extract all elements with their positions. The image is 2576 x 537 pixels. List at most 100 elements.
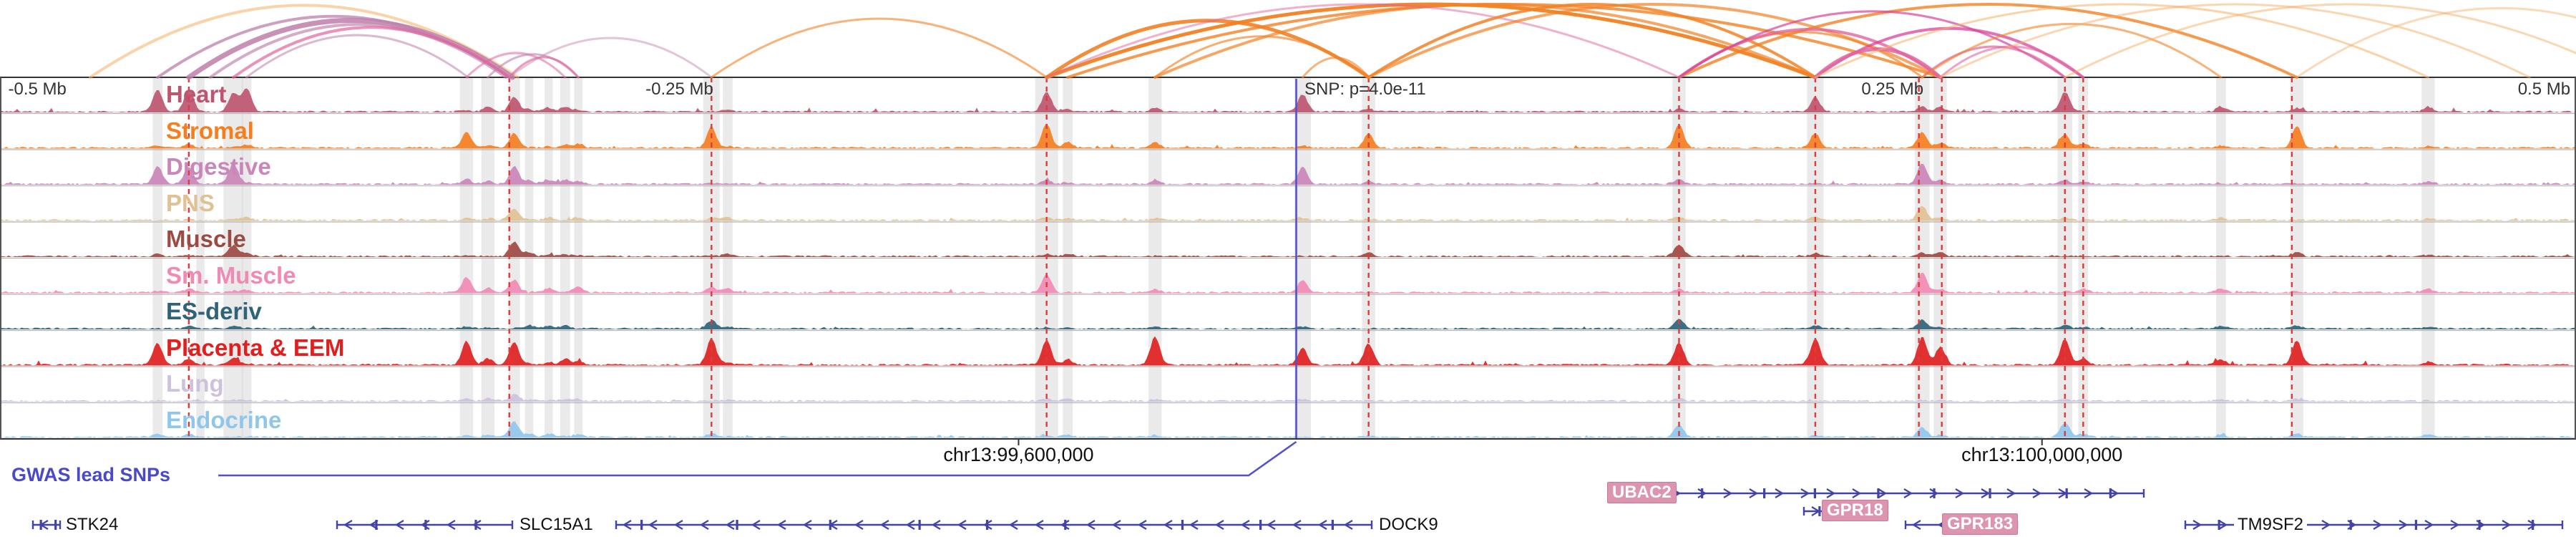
gene-strand-arrow bbox=[2347, 520, 2357, 530]
gene-strand-arrow bbox=[1903, 488, 1913, 498]
track-label-stromal: Stromal bbox=[166, 117, 254, 144]
gene-strand-arrow bbox=[1292, 520, 1302, 530]
gene-strand-arrow bbox=[2192, 520, 2202, 530]
interaction-arc bbox=[508, 37, 713, 79]
gene-strand-arrow bbox=[751, 520, 761, 530]
interaction-arc bbox=[1939, 45, 2084, 79]
interaction-arc bbox=[1939, 3, 2531, 79]
gene-strand-arrow bbox=[2006, 488, 2016, 498]
gene-strand-arrow bbox=[1878, 488, 1888, 498]
gene-strand-arrow bbox=[2109, 488, 2119, 498]
interaction-arc bbox=[245, 34, 469, 79]
interaction-arc bbox=[1814, 3, 2429, 79]
gene-strand-arrow bbox=[1826, 488, 1836, 498]
signal-track-digestive bbox=[0, 163, 2576, 185]
signal-track-stromal bbox=[0, 124, 2576, 149]
gene-strand-arrow bbox=[1697, 488, 1707, 498]
gene-strand-arrow bbox=[1749, 488, 1759, 498]
interaction-arc bbox=[2296, 6, 2576, 79]
gene-strand-arrow bbox=[2527, 520, 2537, 530]
gene-strand-arrow bbox=[1317, 520, 1327, 530]
signal-track-lung bbox=[0, 394, 2576, 402]
gene-strand-arrow bbox=[2424, 520, 2434, 530]
ruler-label-plus-0-5mb: 0.5 Mb bbox=[2517, 79, 2571, 99]
interaction-arc bbox=[1045, 3, 1680, 79]
gene-label-stk24: STK24 bbox=[66, 515, 119, 534]
gene-strand-arrow bbox=[369, 520, 379, 530]
track-label-digestive: Digestive bbox=[166, 153, 271, 180]
gene-strand-arrow bbox=[1723, 488, 1733, 498]
interaction-arc bbox=[1677, 3, 2298, 79]
gene-strand-arrow bbox=[854, 520, 864, 530]
coordinate-label-left: chr13:99,600,000 bbox=[943, 444, 1094, 465]
gene-strand-arrow bbox=[1955, 488, 1965, 498]
gene-strand-arrow bbox=[472, 520, 482, 530]
interaction-arc bbox=[465, 52, 567, 79]
gene-strand-arrow bbox=[673, 520, 683, 530]
gene-label-slc15a1: SLC15A1 bbox=[519, 515, 593, 534]
gene-label-ubac2: UBAC2 bbox=[1607, 482, 1677, 503]
gwas-lead-snps-label: GWAS lead SNPs bbox=[11, 464, 171, 485]
gene-strand-arrow bbox=[1911, 520, 1921, 530]
interaction-arc bbox=[1921, 22, 2223, 79]
interaction-arc bbox=[1813, 47, 1942, 79]
gene-strand-arrow bbox=[2476, 520, 2486, 530]
gene-strand-arrow bbox=[725, 520, 735, 530]
gene-strand-arrow bbox=[648, 520, 658, 530]
gene-strand-arrow bbox=[2084, 488, 2094, 498]
gene-strand-arrow bbox=[1240, 520, 1250, 530]
gene-strand-arrow bbox=[1266, 520, 1276, 530]
gene-strand-arrow bbox=[931, 520, 941, 530]
gene-label-gpr18: GPR18 bbox=[1822, 500, 1888, 521]
gene-strand-arrow bbox=[776, 520, 786, 530]
gene-strand-arrow bbox=[39, 520, 49, 530]
gene-strand-arrow bbox=[1085, 520, 1096, 530]
gene-label-tm9sf2: TM9SF2 bbox=[2234, 515, 2308, 535]
gene-strand-arrow bbox=[1929, 488, 1939, 498]
interaction-arc bbox=[232, 26, 511, 79]
gene-strand-arrow bbox=[2450, 520, 2460, 530]
gene-strand-arrow bbox=[1214, 520, 1224, 530]
signal-track-heart bbox=[0, 88, 2576, 112]
gene-strand-arrow bbox=[699, 520, 709, 530]
track-label-muscle: Muscle bbox=[166, 226, 246, 252]
track-label-pns: PNS bbox=[166, 189, 215, 216]
gene-strand-arrow bbox=[879, 520, 889, 530]
interaction-arc bbox=[1921, 45, 2067, 79]
gene-strand-arrow bbox=[2502, 520, 2512, 530]
signal-track-sm-muscle bbox=[0, 272, 2576, 294]
signal-track-placenta-eem bbox=[0, 336, 2576, 366]
gene-strand-arrow bbox=[905, 520, 915, 530]
gene-strand-arrow bbox=[622, 520, 632, 530]
signal-track-es-deriv bbox=[0, 319, 2576, 329]
gene-label-dock9: DOCK9 bbox=[1379, 515, 1438, 534]
gene-strand-arrow bbox=[1034, 520, 1044, 530]
gene-label-gpr183: GPR183 bbox=[1942, 513, 2019, 535]
gene-strand-arrow bbox=[828, 520, 838, 530]
gene-strand-arrow bbox=[802, 520, 812, 530]
ruler-label-minus-0-25mb: -0.25 Mb bbox=[645, 79, 713, 99]
interaction-arc bbox=[1367, 3, 1817, 79]
interaction-arc bbox=[1153, 3, 1817, 79]
track-label-sm-muscle: Sm. Muscle bbox=[166, 261, 296, 289]
gene-strand-arrow bbox=[1111, 520, 1121, 530]
interaction-arc bbox=[208, 23, 507, 79]
gene-strand-arrow bbox=[2373, 520, 2383, 530]
gene-strand-arrow bbox=[2032, 488, 2042, 498]
gene-strand-arrow bbox=[1163, 520, 1173, 530]
interaction-arc bbox=[710, 17, 1048, 79]
track-label-placenta: Placenta & EEM bbox=[166, 334, 345, 361]
gene-strand-arrow bbox=[1981, 488, 1991, 498]
gene-strand-arrow bbox=[1800, 488, 1810, 498]
gene-strand-arrow bbox=[982, 520, 992, 530]
gene-strand-arrow bbox=[1189, 520, 1199, 530]
gene-strand-arrow bbox=[2321, 520, 2331, 530]
gene-strand-arrow bbox=[957, 520, 967, 530]
track-label-es-deriv: ES-deriv bbox=[166, 298, 262, 324]
gene-strand-arrow bbox=[1852, 488, 1862, 498]
ruler-label-plus-0-25mb: 0.25 Mb bbox=[1861, 79, 1924, 99]
gene-strand-arrow bbox=[1343, 520, 1353, 530]
signal-track-endocrine bbox=[0, 421, 2576, 438]
